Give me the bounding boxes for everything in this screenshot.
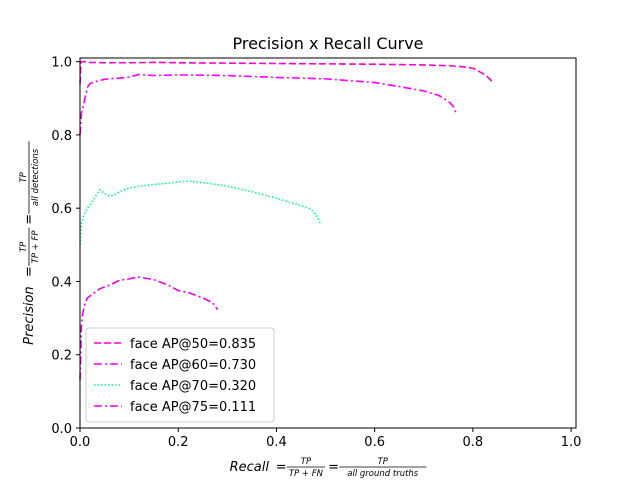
y-tick-label: 0.0 (51, 422, 72, 437)
equals-sign: = (276, 460, 287, 475)
y-tick-label: 0.6 (51, 202, 72, 217)
series-line-3 (79, 180, 322, 245)
x-tick-label: 0.2 (168, 435, 189, 450)
x-tick-label: 0.8 (463, 435, 484, 450)
x-tick-label: 0.4 (266, 435, 287, 450)
axis-ticks: 0.0 0.2 0.4 0.6 0.8 1.0 0.0 0.2 0.4 0.6 0.8 1.0 (51, 56, 581, 450)
legend-box (85, 327, 275, 423)
equals-sign: = (328, 460, 339, 475)
series-line-2 (79, 73, 457, 135)
legend: face AP@50=0.835 face AP@60=0.730 face AP@… (85, 327, 275, 423)
legend-label: face AP@70=0.320 (130, 379, 256, 394)
y-tick-label: 0.4 (51, 275, 72, 290)
y-tick-label: 0.2 (51, 349, 72, 364)
math-label: Precision=TP TP + FP=TP all detections (19, 141, 41, 345)
axis-label-name: Precision (22, 286, 37, 345)
y-tick-label: 1.0 (51, 56, 72, 71)
series-line-1 (79, 60, 494, 84)
fraction-denominator: TP + FN (289, 469, 324, 479)
equals-sign: = (22, 214, 37, 225)
fraction-numerator: TP (378, 457, 389, 467)
fraction-denominator: all ground truths (347, 469, 419, 479)
plot-content (79, 60, 494, 381)
y-axis-label: Precision=TP TP + FP=TP all detections (19, 141, 41, 345)
x-tick-label: 1.0 (561, 435, 582, 450)
legend-label: face AP@75=0.111 (130, 400, 256, 415)
legend-label: face AP@60=0.730 (130, 358, 256, 373)
chart-title: Precision x Recall Curve (232, 34, 423, 53)
x-tick-label: 0.6 (364, 435, 385, 450)
fraction-denominator: all detections (31, 148, 41, 206)
fraction-numerator: TP (301, 457, 312, 467)
axes-frame (79, 57, 577, 429)
series-line-4 (79, 276, 219, 381)
legend-label: face AP@50=0.835 (130, 337, 256, 352)
fraction-denominator: TP + FP (31, 230, 41, 264)
y-tick-label: 0.8 (51, 129, 72, 144)
fraction-numerator: TP (19, 241, 29, 252)
equals-sign: = (22, 266, 37, 277)
x-tick-label: 0.0 (70, 435, 91, 450)
fraction-numerator: TP (19, 171, 29, 182)
axis-label-name: Recall (230, 460, 270, 475)
